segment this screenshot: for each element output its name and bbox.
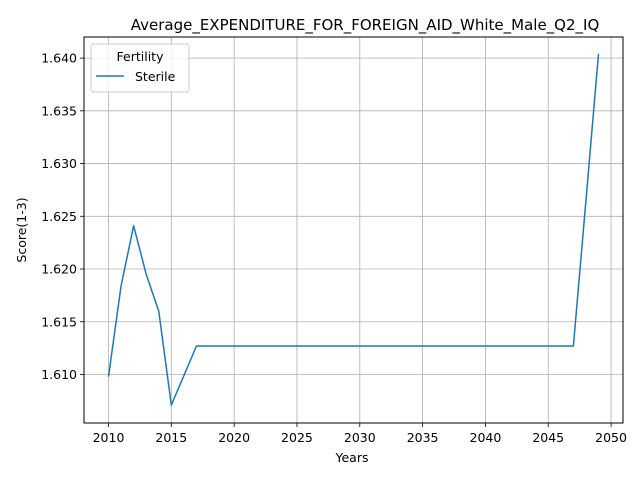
y-tick-label: 1.630 bbox=[41, 156, 77, 171]
x-tick-label: 2040 bbox=[470, 430, 502, 445]
x-tick-label: 2030 bbox=[344, 430, 376, 445]
x-tick-label: 2045 bbox=[532, 430, 564, 445]
y-tick-label: 1.615 bbox=[41, 314, 77, 329]
x-tick-label: 2015 bbox=[155, 430, 187, 445]
y-tick-label: 1.625 bbox=[41, 209, 77, 224]
y-axis: 1.610 1.615 1.620 1.625 1.630 1.635 1.640 bbox=[41, 51, 84, 382]
y-tick-label: 1.635 bbox=[41, 103, 77, 118]
x-axis-label: Years bbox=[335, 450, 369, 465]
series-line-sterile bbox=[107, 53, 600, 406]
x-tick-label: 2025 bbox=[281, 430, 313, 445]
x-tick-label: 2035 bbox=[407, 430, 439, 445]
x-tick-label: 2020 bbox=[218, 430, 250, 445]
x-tick-label: 2050 bbox=[595, 430, 627, 445]
chart-title: Average_EXPENDITURE_FOR_FOREIGN_AID_Whit… bbox=[131, 16, 600, 35]
y-tick-label: 1.620 bbox=[41, 262, 77, 277]
plot-area bbox=[107, 53, 600, 406]
x-axis: 2010 2015 2020 2025 2030 2035 2040 2045 2050 bbox=[93, 423, 627, 445]
x-tick-label: 2010 bbox=[93, 430, 125, 445]
y-tick-label: 1.610 bbox=[41, 367, 77, 382]
legend-label-sterile: Sterile bbox=[135, 69, 176, 84]
y-tick-label: 1.640 bbox=[41, 51, 77, 66]
grid-lines bbox=[84, 37, 623, 423]
legend: Fertility Sterile bbox=[90, 43, 190, 93]
axes-frame bbox=[83, 36, 624, 424]
y-axis-label: Score(1-3) bbox=[14, 197, 29, 262]
legend-box bbox=[90, 43, 190, 93]
legend-title: Fertility bbox=[117, 49, 165, 64]
